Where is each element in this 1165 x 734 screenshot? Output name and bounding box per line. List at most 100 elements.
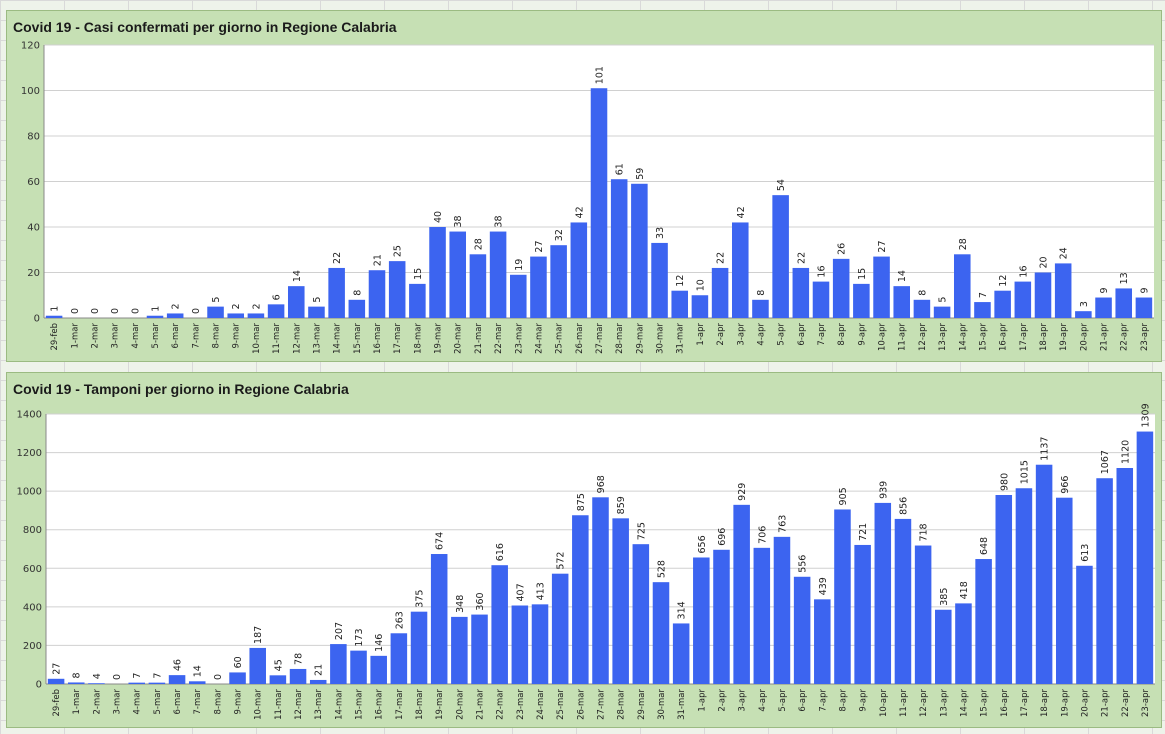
bar-casi-2-apr[interactable] bbox=[711, 267, 729, 318]
bar-casi-20-apr[interactable] bbox=[1075, 311, 1092, 318]
bar-tamponi-5-mar[interactable] bbox=[148, 682, 166, 684]
bar-casi-15-apr[interactable] bbox=[974, 302, 991, 318]
bar-casi-17-mar[interactable] bbox=[388, 261, 406, 318]
bar-casi-16-mar[interactable] bbox=[368, 270, 386, 318]
bar-tamponi-4-mar[interactable] bbox=[128, 682, 146, 684]
bar-casi-26-mar[interactable] bbox=[570, 222, 588, 318]
bar-tamponi-21-apr[interactable] bbox=[1096, 478, 1113, 684]
bar-tamponi-14-apr[interactable] bbox=[955, 603, 972, 684]
bar-casi-5-mar[interactable] bbox=[146, 315, 164, 318]
bar-tamponi-23-apr[interactable] bbox=[1136, 431, 1154, 684]
bar-tamponi-20-apr[interactable] bbox=[1076, 565, 1093, 684]
bar-tamponi-31-mar[interactable] bbox=[672, 623, 690, 684]
bar-tamponi-7-apr[interactable] bbox=[814, 599, 831, 684]
bar-tamponi-28-mar[interactable] bbox=[612, 518, 629, 684]
bar-casi-9-apr[interactable] bbox=[853, 283, 870, 318]
bar-casi-23-apr[interactable] bbox=[1135, 297, 1153, 318]
bar-casi-7-apr[interactable] bbox=[812, 281, 830, 318]
bar-tamponi-2-mar[interactable] bbox=[88, 683, 105, 684]
bar-casi-13-mar[interactable] bbox=[308, 306, 325, 318]
bar-tamponi-17-mar[interactable] bbox=[390, 633, 408, 684]
bar-tamponi-19-apr[interactable] bbox=[1055, 497, 1073, 684]
bar-tamponi-24-mar[interactable] bbox=[531, 604, 549, 684]
bar-tamponi-23-mar[interactable] bbox=[511, 605, 529, 684]
bar-tamponi-12-mar[interactable] bbox=[289, 668, 307, 684]
bar-tamponi-8-apr[interactable] bbox=[834, 509, 851, 684]
bar-tamponi-11-apr[interactable] bbox=[894, 518, 912, 684]
bar-tamponi-17-apr[interactable] bbox=[1015, 488, 1033, 684]
bar-tamponi-3-apr[interactable] bbox=[733, 504, 750, 684]
bar-tamponi-4-apr[interactable] bbox=[753, 547, 771, 684]
bar-tamponi-5-apr[interactable] bbox=[773, 536, 791, 684]
bar-casi-15-mar[interactable] bbox=[348, 299, 366, 318]
bar-casi-14-apr[interactable] bbox=[953, 254, 971, 318]
bar-tamponi-27-mar[interactable] bbox=[592, 497, 609, 684]
bar-tamponi-13-mar[interactable] bbox=[309, 679, 327, 684]
bar-tamponi-29-mar[interactable] bbox=[632, 544, 650, 684]
bar-tamponi-25-mar[interactable] bbox=[551, 573, 569, 684]
bar-tamponi-6-apr[interactable] bbox=[793, 576, 811, 684]
bar-tamponi-10-apr[interactable] bbox=[874, 502, 892, 684]
bar-casi-18-mar[interactable] bbox=[409, 283, 426, 318]
bar-casi-21-apr[interactable] bbox=[1095, 297, 1112, 318]
bar-tamponi-6-mar[interactable] bbox=[168, 675, 186, 684]
bar-tamponi-26-mar[interactable] bbox=[572, 515, 589, 684]
bar-tamponi-22-mar[interactable] bbox=[491, 565, 508, 684]
bar-casi-9-mar[interactable] bbox=[227, 313, 245, 318]
bar-tamponi-1-mar[interactable] bbox=[67, 682, 85, 684]
bar-casi-6-apr[interactable] bbox=[792, 267, 810, 318]
bar-casi-14-mar[interactable] bbox=[328, 267, 345, 318]
bar-casi-22-mar[interactable] bbox=[489, 231, 507, 318]
bar-tamponi-30-mar[interactable] bbox=[652, 582, 670, 684]
bar-casi-27-mar[interactable] bbox=[590, 88, 608, 318]
bar-casi-3-apr[interactable] bbox=[731, 222, 749, 318]
bar-tamponi-29-feb[interactable] bbox=[47, 678, 65, 684]
bar-casi-21-mar[interactable] bbox=[469, 254, 487, 318]
bar-casi-25-mar[interactable] bbox=[550, 245, 567, 318]
bar-tamponi-2-apr[interactable] bbox=[713, 549, 730, 684]
chart-panel-casi[interactable]: Covid 19 - Casi confermati per giorno in… bbox=[6, 10, 1162, 362]
bar-tamponi-14-mar[interactable] bbox=[330, 644, 347, 684]
bar-casi-12-mar[interactable] bbox=[287, 286, 305, 318]
bar-tamponi-21-mar[interactable] bbox=[471, 614, 488, 684]
bar-tamponi-16-apr[interactable] bbox=[995, 495, 1013, 684]
bar-casi-20-mar[interactable] bbox=[449, 231, 467, 318]
bar-tamponi-11-mar[interactable] bbox=[269, 675, 287, 684]
bar-casi-24-mar[interactable] bbox=[530, 256, 547, 318]
bar-tamponi-22-apr[interactable] bbox=[1116, 468, 1134, 684]
bar-casi-5-apr[interactable] bbox=[772, 195, 789, 318]
bar-casi-16-apr[interactable] bbox=[994, 290, 1011, 318]
bar-tamponi-9-apr[interactable] bbox=[854, 544, 871, 684]
bar-tamponi-18-apr[interactable] bbox=[1035, 464, 1053, 684]
bar-casi-13-apr[interactable] bbox=[933, 306, 951, 318]
bar-casi-19-mar[interactable] bbox=[429, 227, 446, 318]
bar-tamponi-18-mar[interactable] bbox=[410, 611, 428, 684]
bar-casi-10-apr[interactable] bbox=[873, 256, 890, 318]
bar-casi-19-apr[interactable] bbox=[1054, 263, 1072, 318]
bar-tamponi-1-apr[interactable] bbox=[693, 557, 710, 684]
bar-casi-11-mar[interactable] bbox=[267, 304, 285, 318]
bar-tamponi-15-apr[interactable] bbox=[975, 559, 992, 684]
bar-casi-1-apr[interactable] bbox=[691, 295, 709, 318]
bar-casi-29-mar[interactable] bbox=[631, 183, 648, 318]
bar-casi-29-feb[interactable] bbox=[45, 315, 63, 318]
bar-tamponi-20-mar[interactable] bbox=[451, 616, 468, 684]
bar-casi-10-mar[interactable] bbox=[247, 313, 265, 318]
bar-casi-8-apr[interactable] bbox=[832, 258, 850, 318]
bar-casi-8-mar[interactable] bbox=[207, 306, 224, 318]
bar-casi-30-mar[interactable] bbox=[651, 242, 668, 318]
bar-casi-23-mar[interactable] bbox=[509, 274, 527, 318]
bar-casi-6-mar[interactable] bbox=[166, 313, 184, 318]
bar-casi-12-apr[interactable] bbox=[913, 299, 931, 318]
bar-casi-22-apr[interactable] bbox=[1115, 288, 1133, 318]
bar-casi-28-mar[interactable] bbox=[610, 179, 628, 318]
bar-tamponi-19-mar[interactable] bbox=[430, 554, 448, 684]
bar-tamponi-7-mar[interactable] bbox=[188, 681, 206, 684]
bar-casi-18-apr[interactable] bbox=[1034, 272, 1052, 319]
bar-tamponi-13-apr[interactable] bbox=[935, 609, 952, 684]
bar-casi-4-apr[interactable] bbox=[752, 299, 769, 318]
bar-casi-31-mar[interactable] bbox=[671, 290, 689, 318]
bar-tamponi-16-mar[interactable] bbox=[370, 655, 387, 684]
bar-casi-17-apr[interactable] bbox=[1014, 281, 1032, 318]
bar-tamponi-15-mar[interactable] bbox=[350, 650, 367, 684]
